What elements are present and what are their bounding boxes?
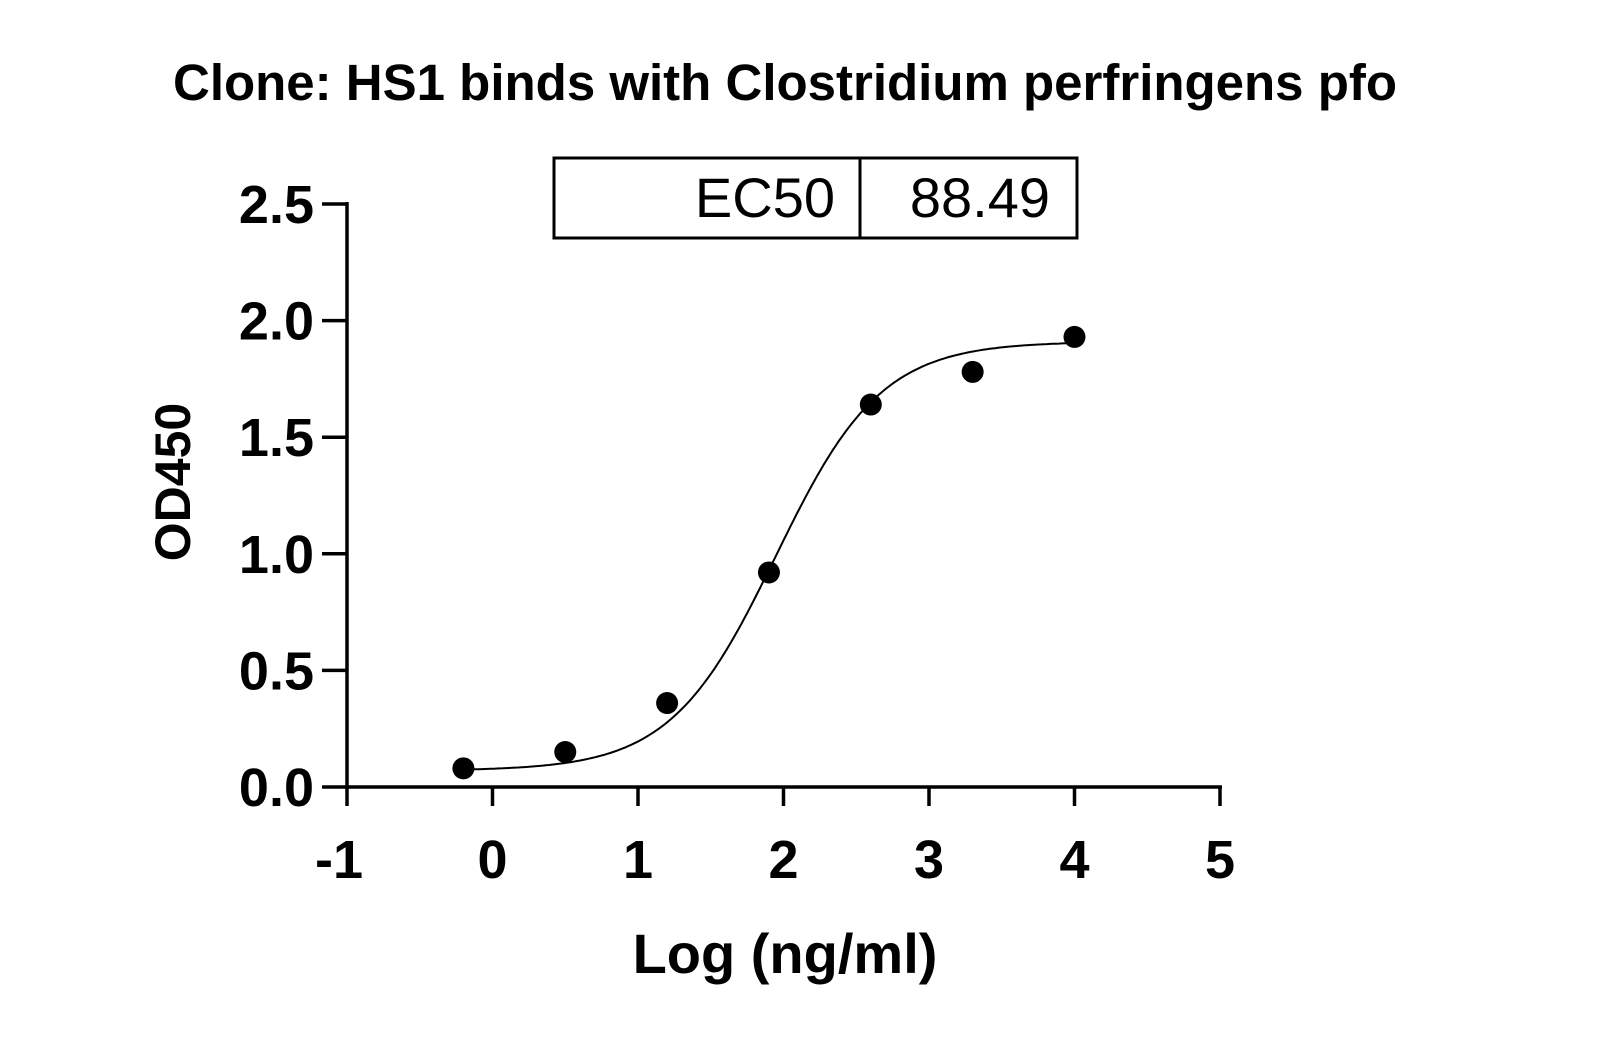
data-point [656,692,679,715]
y-tick-label: 0.0 [239,758,314,818]
y-tick-label: 0.5 [239,641,314,701]
y-tick-label: 2.0 [239,292,314,352]
data-point [452,757,475,780]
data-point [554,741,577,764]
ec50-label: EC50 [695,166,835,229]
ec50-table: EC50 88.49 [552,156,1079,240]
y-tick-label: 1.0 [239,525,314,585]
chart-title: Clone: HS1 binds with Clostridium perfri… [173,54,1397,111]
y-tick-label: 1.5 [239,408,314,468]
data-point [757,561,780,584]
data-point [1063,325,1086,348]
x-tick-label: 0 [477,830,507,890]
x-tick-label: 4 [1059,830,1089,890]
data-point [859,393,882,416]
y-tick-label: 2.5 [239,175,314,235]
x-tick-label: 3 [914,830,944,890]
x-tick-label: 2 [768,830,798,890]
fit-curve [463,342,1075,771]
x-tick-label: 5 [1205,830,1235,890]
x-tick-label: -1 [315,830,363,890]
data-point [961,360,984,383]
x-axis-label: Log (ng/ml) [633,922,938,985]
x-tick-label: 1 [623,830,653,890]
ec50-value: 88.49 [910,166,1050,229]
y-axis-label: OD450 [145,403,201,561]
ec50-table-border [552,156,1079,240]
